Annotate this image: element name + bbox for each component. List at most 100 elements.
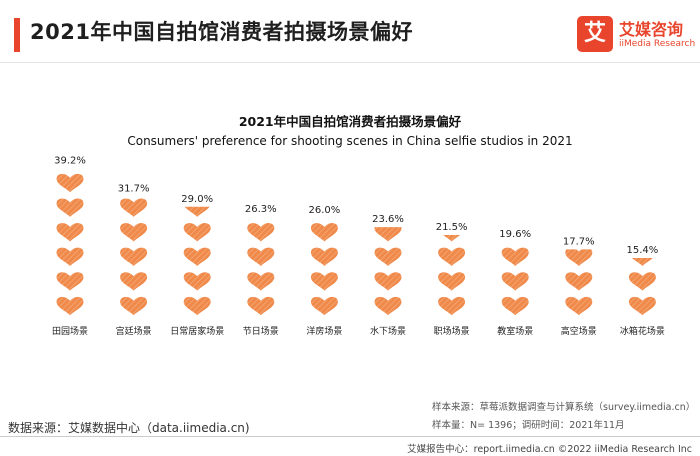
heart-mark <box>373 227 403 244</box>
heart-column <box>309 173 339 317</box>
value-label: 19.6% <box>499 229 531 240</box>
value-label: 17.7% <box>563 236 595 247</box>
value-label: 29.0% <box>181 194 213 205</box>
category-label: 冰箱花场景 <box>620 325 665 337</box>
value-label: 21.5% <box>436 222 468 233</box>
category-label: 田园场景 <box>52 326 88 337</box>
heart-mark <box>628 198 656 218</box>
heart-mark <box>500 271 530 293</box>
chart-title: 2021年中国自拍馆消费者拍摄场景偏好 <box>238 114 462 129</box>
heart-mark <box>373 271 403 293</box>
sample-source-note: 样本来源：草莓派数据调查与计算系统（survey.iimedia.cn） <box>432 402 696 413</box>
footer-copyright: 艾媒报告中心：report.iimedia.cn ©2022 iiMedia R… <box>407 444 692 455</box>
heart-column <box>55 172 85 317</box>
heart-mark <box>119 295 149 317</box>
sample-size-note: 样本量：N= 1396；调研时间：2021年11月 <box>432 420 625 431</box>
heart-mark <box>437 246 467 268</box>
value-label: 15.4% <box>627 245 659 256</box>
heart-mark <box>628 173 656 193</box>
heart-mark <box>246 246 276 268</box>
heart-mark <box>247 173 275 193</box>
value-label: 31.7% <box>118 184 150 195</box>
heart-mark <box>183 206 211 219</box>
category-label: 日常居家场景 <box>170 325 224 337</box>
heart-mark <box>437 271 467 293</box>
heart-mark <box>55 197 85 219</box>
heart-mark <box>309 271 339 293</box>
heart-mark <box>182 271 212 293</box>
heart-mark <box>182 246 212 268</box>
heart-column <box>246 173 276 317</box>
category-label: 教室场景 <box>497 325 533 337</box>
heart-mark <box>309 246 339 268</box>
heart-mark <box>500 295 530 317</box>
page-title: 2021年中国自拍馆消费者拍摄场景偏好 <box>30 20 413 44</box>
title-accent-bar <box>14 18 20 52</box>
heart-mark <box>373 246 403 268</box>
heart-mark <box>628 223 656 243</box>
heart-mark <box>246 295 276 317</box>
heart-mark <box>259 216 263 219</box>
heart-column <box>627 173 657 317</box>
heart-mark <box>119 197 149 219</box>
value-label: 26.0% <box>309 205 341 216</box>
header-divider <box>0 62 700 63</box>
value-label: 26.3% <box>245 204 277 215</box>
category-label: 宫廷场景 <box>116 325 152 337</box>
heart-column <box>182 173 212 317</box>
chart-subtitle: Consumers' preference for shooting scene… <box>127 134 573 148</box>
category-label: 高空场景 <box>561 325 597 337</box>
heart-mark <box>309 295 339 317</box>
heart-mark <box>501 173 529 193</box>
heart-mark <box>630 258 655 268</box>
heart-mark <box>627 295 657 317</box>
heart-column <box>119 197 149 317</box>
category-label: 职场场景 <box>434 326 470 337</box>
footer-divider <box>0 436 700 437</box>
heart-mark <box>119 222 149 244</box>
heart-column <box>564 173 594 317</box>
heart-mark <box>437 295 467 317</box>
heart-mark <box>564 295 594 317</box>
heart-mark <box>501 198 529 218</box>
heart-mark <box>564 249 594 268</box>
category-label: 水下场景 <box>370 325 406 337</box>
heart-mark <box>500 246 530 268</box>
logo-mark-icon: 艾 <box>577 16 613 52</box>
heart-mark <box>246 222 276 244</box>
heart-mark <box>183 173 211 193</box>
heart-mark <box>55 172 85 194</box>
heart-mark <box>438 198 466 218</box>
heart-mark <box>309 222 339 244</box>
heart-mark <box>119 271 149 293</box>
heart-mark <box>246 271 276 293</box>
heart-mark <box>55 295 85 317</box>
heart-mark <box>374 173 402 193</box>
heart-mark <box>182 295 212 317</box>
heart-mark <box>119 246 149 268</box>
category-label: 洋房场景 <box>306 325 342 337</box>
heart-column <box>500 173 530 317</box>
heart-column <box>373 173 403 317</box>
heart-mark <box>373 295 403 317</box>
heart-column <box>437 173 467 317</box>
logo-name-cn: 艾媒咨询 <box>619 20 684 39</box>
logo-name-en: iiMedia Research <box>619 39 696 49</box>
iimedia-logo: 艾 艾媒咨询 iiMedia Research <box>577 16 695 56</box>
heart-mark <box>182 222 212 244</box>
heart-mark <box>565 198 593 218</box>
heart-mark <box>441 235 462 244</box>
category-label: 节日场景 <box>243 326 279 337</box>
heart-mark <box>55 271 85 293</box>
value-label: 23.6% <box>372 214 404 225</box>
value-label: 39.2% <box>54 155 86 166</box>
heart-mark <box>55 222 85 244</box>
heart-mark <box>565 173 593 193</box>
heart-mark <box>564 271 594 293</box>
heart-mark <box>627 271 657 293</box>
heart-mark <box>310 173 338 193</box>
data-source-note: 数据来源：艾媒数据中心（data.iimedia.cn) <box>8 421 250 435</box>
heart-mark <box>438 173 466 193</box>
heart-mark <box>55 246 85 268</box>
